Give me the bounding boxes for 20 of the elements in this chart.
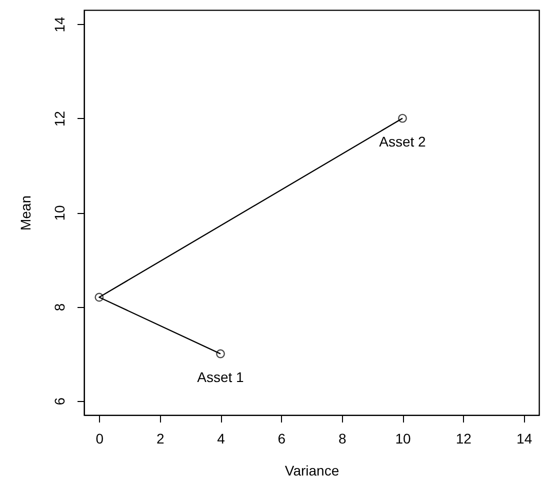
x-tick-label: 4 [217, 430, 226, 446]
x-tick-label: 14 [516, 430, 532, 446]
point [216, 349, 225, 358]
y-tick-label: 14 [52, 16, 68, 32]
point [398, 114, 407, 123]
x-axis-title: Variance [284, 462, 340, 478]
x-tick-label: 0 [96, 430, 104, 446]
y-tick-label: 12 [52, 110, 68, 127]
annotation: Asset 1 [197, 368, 244, 385]
y-tick-label: 8 [52, 303, 68, 312]
point [94, 292, 104, 302]
x-tick-label: 6 [278, 430, 286, 446]
x-tick-label: 10 [395, 430, 411, 446]
x-tick-label: 8 [338, 430, 346, 446]
y-tick-label: 10 [52, 205, 68, 221]
x-tick-label: 2 [156, 430, 164, 446]
y-axis-title: Mean [18, 195, 34, 231]
annotation: Asset 2 [379, 133, 426, 150]
y-tick-label: 6 [52, 397, 68, 406]
x-tick-label: 12 [456, 430, 472, 446]
